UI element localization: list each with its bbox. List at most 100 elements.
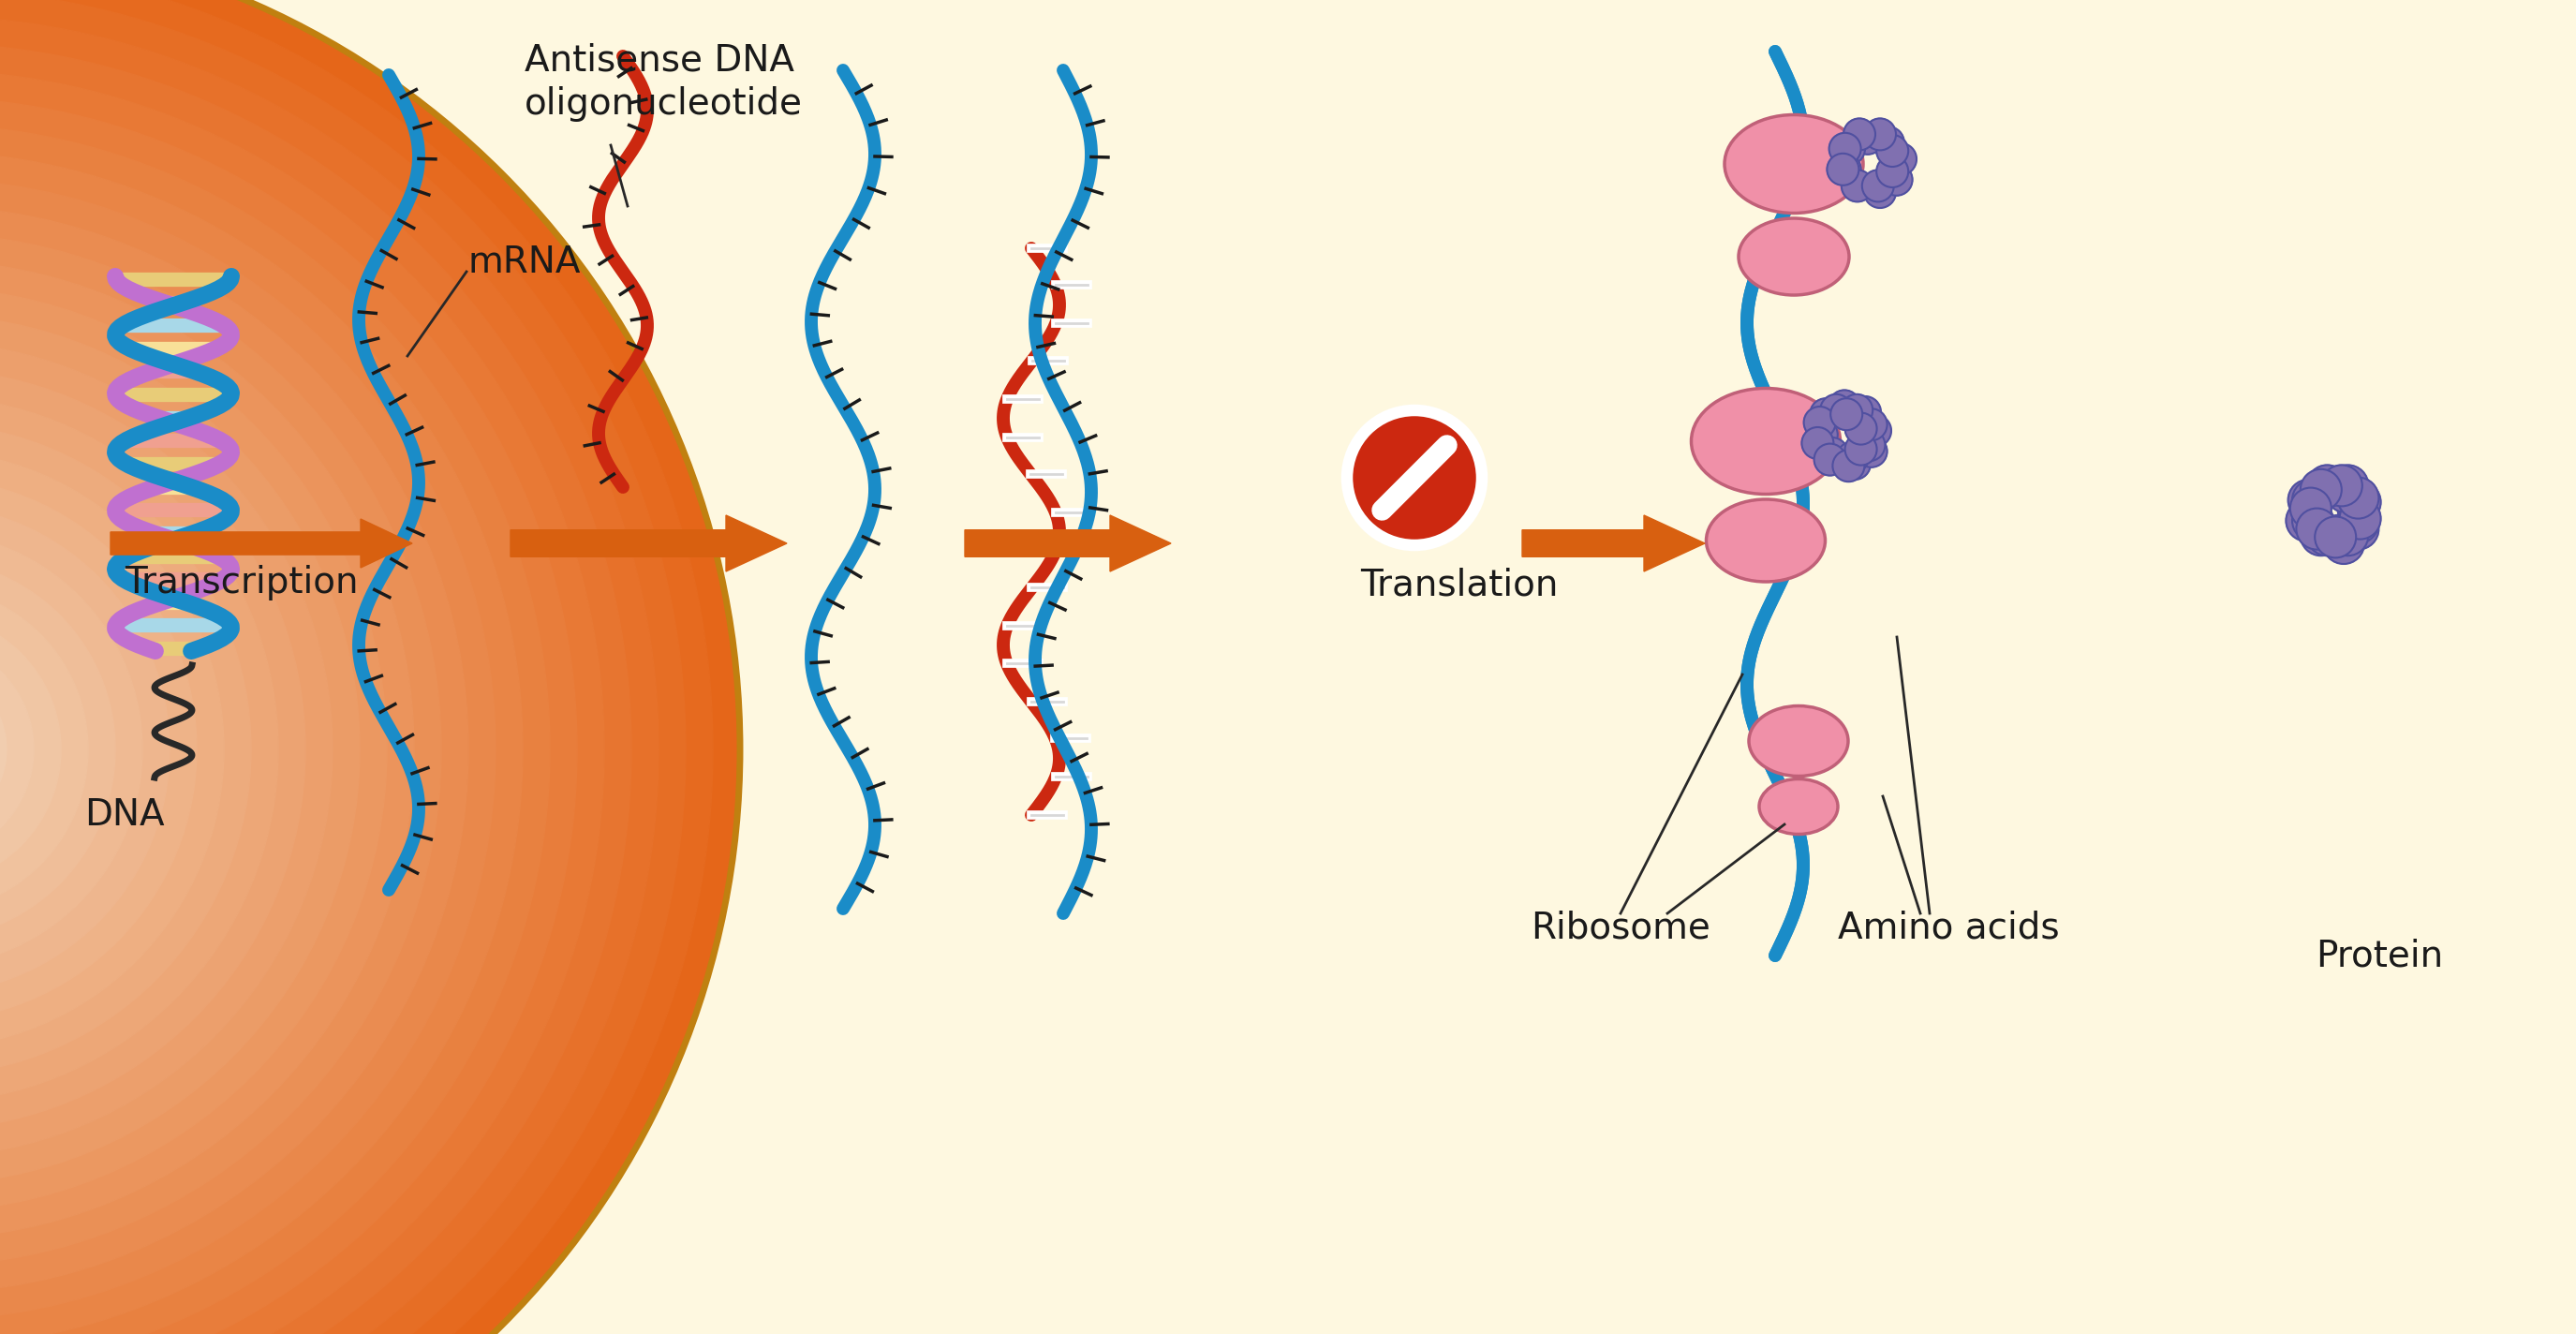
Circle shape (2285, 500, 2326, 542)
Circle shape (0, 0, 739, 1334)
Circle shape (1875, 135, 1909, 167)
Circle shape (2306, 466, 2347, 506)
Ellipse shape (1705, 499, 1826, 582)
Circle shape (2326, 515, 2367, 556)
Circle shape (1834, 133, 1865, 164)
Circle shape (2339, 498, 2380, 539)
Circle shape (1852, 123, 1883, 155)
Circle shape (2336, 478, 2378, 519)
Circle shape (2326, 466, 2367, 506)
Circle shape (0, 97, 577, 1334)
Circle shape (0, 396, 278, 1103)
Circle shape (1865, 119, 1896, 151)
Circle shape (0, 124, 549, 1334)
Circle shape (2336, 502, 2378, 543)
Circle shape (1880, 164, 1911, 196)
Ellipse shape (1692, 388, 1839, 494)
Circle shape (0, 205, 469, 1293)
Circle shape (2293, 479, 2334, 520)
Circle shape (1844, 434, 1878, 466)
Circle shape (0, 451, 224, 1049)
Circle shape (2287, 479, 2329, 520)
Circle shape (1873, 127, 1904, 159)
Circle shape (1814, 444, 1847, 475)
Circle shape (0, 587, 88, 912)
FancyArrow shape (510, 515, 786, 571)
Circle shape (0, 342, 332, 1157)
Circle shape (1842, 395, 1873, 426)
Circle shape (1839, 448, 1870, 480)
Ellipse shape (1739, 219, 1850, 295)
Circle shape (0, 532, 142, 967)
Circle shape (0, 179, 495, 1319)
Circle shape (0, 559, 116, 939)
Circle shape (1816, 438, 1847, 470)
Circle shape (2295, 508, 2336, 550)
Circle shape (1842, 169, 1873, 201)
Circle shape (1803, 407, 1837, 439)
Circle shape (2324, 523, 2365, 564)
Circle shape (0, 16, 659, 1334)
Circle shape (0, 260, 415, 1238)
Circle shape (0, 614, 62, 886)
Circle shape (2316, 516, 2357, 558)
Circle shape (0, 71, 605, 1334)
Circle shape (0, 288, 386, 1211)
Circle shape (1806, 419, 1837, 451)
Circle shape (1347, 411, 1481, 546)
FancyArrow shape (111, 519, 412, 568)
Circle shape (2306, 515, 2347, 556)
Circle shape (2321, 466, 2362, 506)
Circle shape (2300, 515, 2342, 556)
Ellipse shape (1723, 115, 1862, 213)
Circle shape (1850, 396, 1880, 428)
Text: Transcription: Transcription (124, 564, 358, 600)
Circle shape (1826, 153, 1860, 185)
Circle shape (1844, 412, 1878, 444)
Circle shape (2300, 470, 2342, 511)
Circle shape (2290, 488, 2331, 528)
Circle shape (2306, 467, 2347, 508)
Circle shape (1829, 390, 1860, 422)
Circle shape (0, 0, 685, 1334)
Text: Translation: Translation (1360, 568, 1558, 603)
Text: Ribosome: Ribosome (1530, 910, 1710, 946)
Circle shape (1865, 176, 1896, 208)
Text: Amino acids: Amino acids (1837, 910, 2058, 946)
Circle shape (2321, 515, 2362, 556)
Ellipse shape (1759, 779, 1837, 834)
Circle shape (2336, 508, 2378, 550)
FancyArrow shape (1522, 515, 1705, 571)
Circle shape (1832, 399, 1862, 430)
Circle shape (0, 0, 714, 1334)
Circle shape (0, 315, 361, 1185)
Circle shape (2336, 488, 2378, 528)
Circle shape (0, 423, 250, 1075)
Circle shape (1829, 133, 1860, 164)
Circle shape (1801, 427, 1834, 459)
Circle shape (1855, 435, 1888, 467)
Text: Protein: Protein (2316, 938, 2442, 974)
Circle shape (0, 233, 440, 1266)
Circle shape (0, 43, 631, 1334)
Circle shape (2326, 471, 2367, 512)
Text: mRNA: mRNA (469, 244, 582, 280)
Circle shape (1862, 169, 1893, 201)
Circle shape (0, 152, 523, 1334)
Circle shape (1886, 143, 1917, 175)
Circle shape (1875, 156, 1909, 187)
Circle shape (1852, 430, 1886, 462)
Circle shape (0, 640, 33, 858)
Circle shape (2293, 500, 2334, 542)
Circle shape (1829, 153, 1860, 185)
FancyArrow shape (966, 515, 1172, 571)
Circle shape (0, 478, 196, 1021)
Circle shape (1837, 442, 1868, 474)
Circle shape (0, 370, 307, 1130)
Circle shape (1811, 399, 1842, 430)
Circle shape (2339, 482, 2380, 523)
Ellipse shape (1749, 706, 1847, 776)
Circle shape (1844, 119, 1875, 151)
Circle shape (0, 506, 170, 994)
Circle shape (1821, 395, 1852, 426)
